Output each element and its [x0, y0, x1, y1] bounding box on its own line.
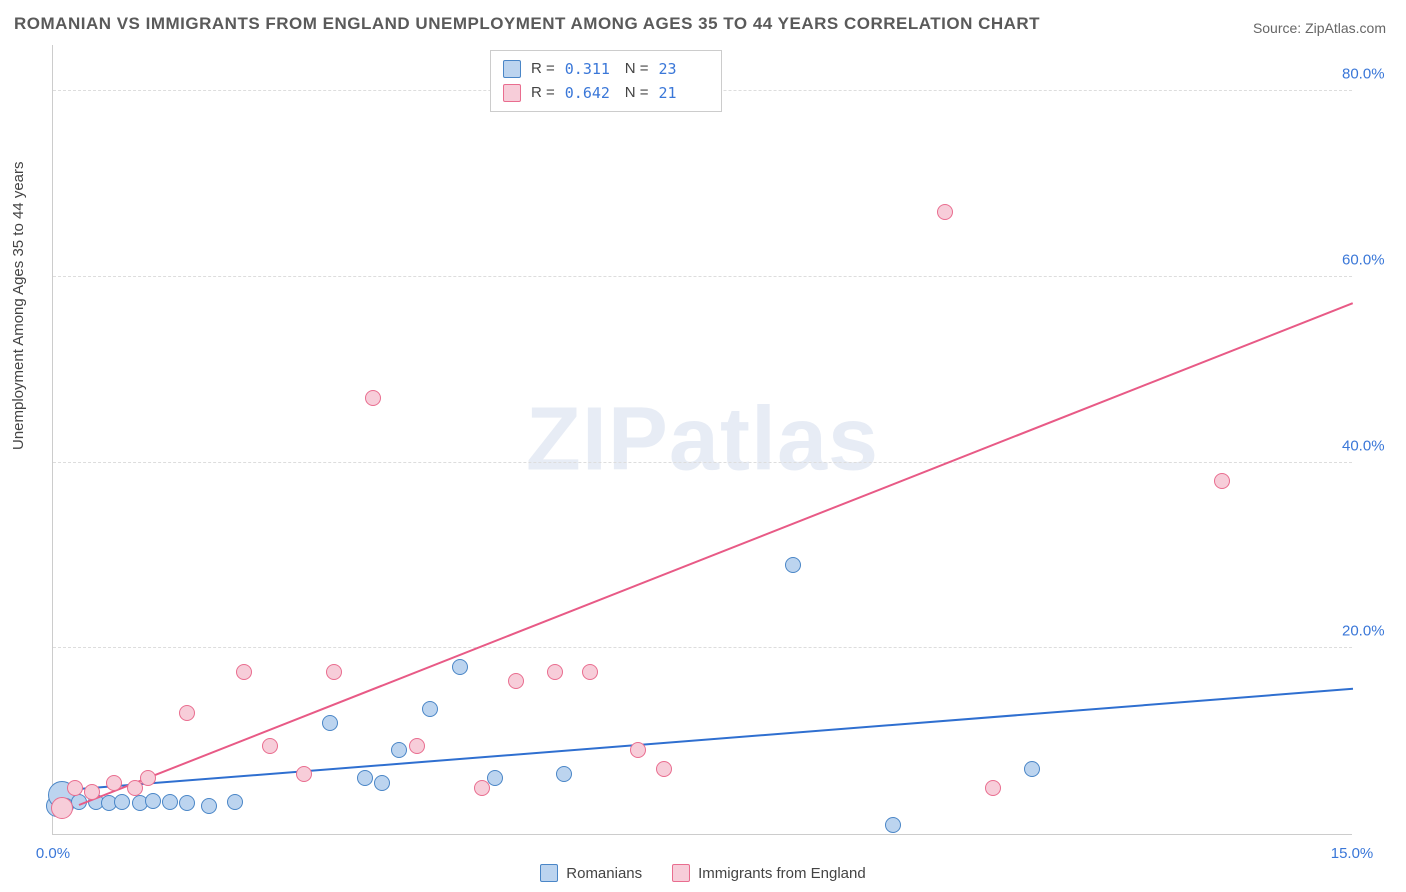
data-point-england [365, 390, 381, 406]
data-point-england [106, 775, 122, 791]
swatch-icon [672, 864, 690, 882]
data-point-england [262, 738, 278, 754]
data-point-romanians [322, 715, 338, 731]
gridline [53, 647, 1352, 648]
source-label: Source: ZipAtlas.com [1253, 20, 1386, 36]
n-value: 23 [659, 57, 709, 81]
legend-item-romanians: Romanians [540, 864, 642, 882]
legend-label: Romanians [566, 865, 642, 882]
y-tick-label: 60.0% [1342, 252, 1402, 269]
data-point-england [1214, 473, 1230, 489]
data-point-england [84, 784, 100, 800]
data-point-romanians [785, 557, 801, 573]
data-point-england [326, 664, 342, 680]
data-point-romanians [452, 659, 468, 675]
data-point-romanians [179, 795, 195, 811]
data-point-england [656, 761, 672, 777]
data-point-england [409, 738, 425, 754]
swatch-icon [503, 84, 521, 102]
data-point-romanians [357, 770, 373, 786]
data-point-england [474, 780, 490, 796]
data-point-england [630, 742, 646, 758]
data-point-england [51, 797, 73, 819]
correlation-legend: R = 0.311 N = 23 R = 0.642 N = 21 [490, 50, 722, 112]
data-point-england [140, 770, 156, 786]
data-point-england [179, 705, 195, 721]
trend-line-england [79, 302, 1354, 806]
x-tick-label: 0.0% [36, 845, 70, 862]
data-point-england [582, 664, 598, 680]
data-point-england [547, 664, 563, 680]
gridline [53, 462, 1352, 463]
legend-item-england: Immigrants from England [672, 864, 866, 882]
r-label: R = [531, 57, 555, 81]
data-point-england [236, 664, 252, 680]
watermark: ZIPatlas [526, 388, 879, 491]
r-value: 0.311 [565, 57, 615, 81]
n-value: 21 [659, 81, 709, 105]
data-point-england [296, 766, 312, 782]
scatter-plot: ZIPatlas 20.0%40.0%60.0%80.0%0.0%15.0% [52, 45, 1352, 835]
data-point-romanians [1024, 761, 1040, 777]
r-label: R = [531, 81, 555, 105]
data-point-romanians [201, 798, 217, 814]
chart-title: ROMANIAN VS IMMIGRANTS FROM ENGLAND UNEM… [14, 14, 1040, 34]
data-point-romanians [145, 793, 161, 809]
y-tick-label: 20.0% [1342, 623, 1402, 640]
data-point-england [508, 673, 524, 689]
gridline [53, 276, 1352, 277]
swatch-icon [503, 60, 521, 78]
data-point-england [937, 204, 953, 220]
data-point-england [67, 780, 83, 796]
data-point-romanians [391, 742, 407, 758]
trend-line-romanians [53, 688, 1353, 792]
legend-label: Immigrants from England [698, 865, 866, 882]
data-point-romanians [885, 817, 901, 833]
legend-row-romanians: R = 0.311 N = 23 [503, 57, 709, 81]
data-point-romanians [227, 794, 243, 810]
y-tick-label: 80.0% [1342, 66, 1402, 83]
data-point-england [985, 780, 1001, 796]
n-label: N = [625, 57, 649, 81]
y-tick-label: 40.0% [1342, 437, 1402, 454]
x-tick-label: 15.0% [1331, 845, 1374, 862]
data-point-romanians [162, 794, 178, 810]
data-point-romanians [374, 775, 390, 791]
data-point-romanians [422, 701, 438, 717]
data-point-romanians [556, 766, 572, 782]
data-point-romanians [114, 794, 130, 810]
n-label: N = [625, 81, 649, 105]
swatch-icon [540, 864, 558, 882]
y-axis-label: Unemployment Among Ages 35 to 44 years [10, 161, 27, 450]
series-legend: Romanians Immigrants from England [0, 864, 1406, 882]
r-value: 0.642 [565, 81, 615, 105]
legend-row-england: R = 0.642 N = 21 [503, 81, 709, 105]
